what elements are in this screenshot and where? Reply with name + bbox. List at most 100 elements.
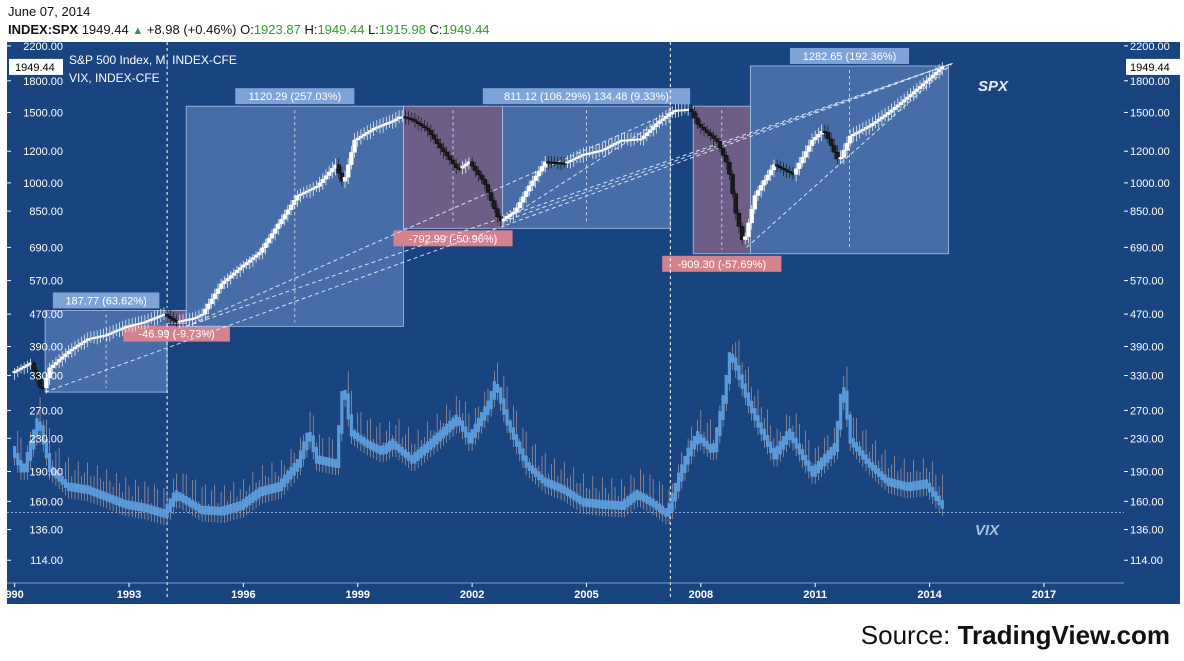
spx-candle[interactable]: [606, 146, 611, 149]
spx-candle[interactable]: [574, 156, 580, 159]
spx-candle[interactable]: [441, 147, 446, 153]
spx-candle[interactable]: [806, 145, 812, 152]
spx-candle[interactable]: [479, 174, 484, 180]
spx-candle[interactable]: [911, 91, 916, 95]
spx-candle[interactable]: [12, 371, 17, 374]
spx-candle[interactable]: [508, 214, 513, 217]
spx-candle[interactable]: [473, 165, 478, 171]
spx-candle[interactable]: [428, 130, 433, 136]
spx-candle[interactable]: [158, 315, 163, 318]
spx-candle[interactable]: [895, 104, 901, 108]
spx-candle[interactable]: [314, 186, 319, 189]
spx-candle[interactable]: [609, 144, 615, 147]
spx-candle[interactable]: [797, 162, 802, 169]
spx-candle[interactable]: [886, 112, 891, 115]
spx-candle[interactable]: [260, 247, 265, 253]
spx-candle[interactable]: [145, 320, 151, 323]
spx-candle[interactable]: [193, 317, 198, 319]
spx-candle[interactable]: [463, 163, 468, 167]
spx-candle[interactable]: [841, 150, 846, 158]
spx-candle[interactable]: [514, 207, 519, 213]
spx-candle[interactable]: [56, 359, 62, 363]
spx-candle[interactable]: [905, 96, 910, 100]
spx-candle[interactable]: [266, 237, 271, 244]
spx-candle[interactable]: [784, 169, 789, 172]
spx-candle[interactable]: [501, 218, 507, 222]
spx-candle[interactable]: [250, 257, 256, 261]
spx-candle[interactable]: [320, 179, 325, 184]
spx-candle[interactable]: [104, 334, 109, 337]
spx-candle[interactable]: [692, 111, 697, 119]
spx-candle[interactable]: [787, 171, 792, 174]
spx-candle[interactable]: [647, 129, 653, 133]
spx-candle[interactable]: [476, 170, 481, 176]
spx-candle[interactable]: [654, 123, 659, 127]
spx-candle[interactable]: [152, 317, 157, 320]
spx-candle[interactable]: [641, 135, 646, 139]
trendline-5[interactable]: [502, 62, 953, 223]
spx-candle[interactable]: [288, 204, 294, 210]
source-brand[interactable]: TradingView.com: [957, 620, 1170, 650]
spx-candle[interactable]: [406, 117, 411, 120]
spx-candle[interactable]: [768, 169, 773, 176]
spx-candle[interactable]: [870, 123, 875, 126]
spx-candle[interactable]: [342, 177, 348, 182]
spx-candle[interactable]: [565, 161, 570, 164]
spx-candle[interactable]: [323, 175, 329, 180]
spx-candle[interactable]: [736, 213, 742, 227]
spx-candle[interactable]: [415, 121, 421, 124]
spx-candle[interactable]: [206, 303, 211, 310]
spx-candle[interactable]: [142, 321, 148, 324]
spx-candle[interactable]: [365, 131, 370, 135]
spx-candle[interactable]: [403, 116, 408, 119]
spx-candle[interactable]: [727, 161, 732, 175]
spx-candle[interactable]: [72, 346, 78, 350]
spx-candle[interactable]: [419, 123, 424, 126]
spx-candle[interactable]: [670, 111, 675, 115]
spx-candle[interactable]: [844, 142, 850, 151]
spx-candle[interactable]: [504, 216, 510, 219]
spx-candle[interactable]: [304, 190, 310, 193]
spx-candle[interactable]: [215, 288, 221, 295]
spx-candle[interactable]: [149, 318, 154, 321]
spx-candle[interactable]: [892, 107, 897, 111]
spx-candle[interactable]: [447, 155, 453, 161]
spx-candle[interactable]: [387, 121, 392, 124]
spx-candle[interactable]: [778, 166, 783, 169]
spx-candle[interactable]: [612, 143, 618, 146]
spx-candle[interactable]: [345, 164, 351, 178]
spx-candle[interactable]: [409, 118, 414, 121]
spx-candle[interactable]: [31, 362, 36, 372]
spx-candle[interactable]: [279, 218, 284, 225]
spx-candle[interactable]: [244, 262, 249, 266]
spx-candle[interactable]: [600, 149, 605, 152]
spx-candle[interactable]: [511, 211, 516, 215]
spx-candle[interactable]: [832, 145, 837, 153]
spx-candle[interactable]: [190, 318, 195, 320]
spx-candle[interactable]: [311, 187, 316, 190]
spx-candle[interactable]: [168, 315, 173, 319]
spx-candle[interactable]: [330, 168, 335, 173]
spx-candle[interactable]: [253, 254, 259, 258]
spx-candle[interactable]: [371, 128, 376, 131]
spx-candle[interactable]: [517, 202, 522, 209]
spx-candle[interactable]: [733, 193, 738, 214]
spx-candle[interactable]: [368, 129, 373, 133]
spx-candle[interactable]: [422, 125, 427, 129]
spx-candle[interactable]: [711, 135, 716, 139]
spx-candle[interactable]: [425, 127, 430, 131]
spx-candle[interactable]: [291, 200, 297, 206]
spx-candle[interactable]: [438, 143, 443, 149]
spx-candle[interactable]: [746, 222, 751, 237]
spx-candle[interactable]: [196, 315, 202, 318]
spx-candle[interactable]: [940, 66, 945, 70]
spx-candle[interactable]: [298, 193, 303, 196]
spx-candle[interactable]: [847, 135, 853, 144]
spx-candle[interactable]: [199, 313, 205, 316]
spx-candle[interactable]: [933, 71, 939, 76]
spx-candle[interactable]: [469, 161, 475, 167]
spx-candle[interactable]: [488, 192, 494, 201]
spx-candle[interactable]: [374, 126, 379, 129]
spx-candle[interactable]: [739, 226, 745, 240]
spx-candle[interactable]: [917, 85, 923, 90]
